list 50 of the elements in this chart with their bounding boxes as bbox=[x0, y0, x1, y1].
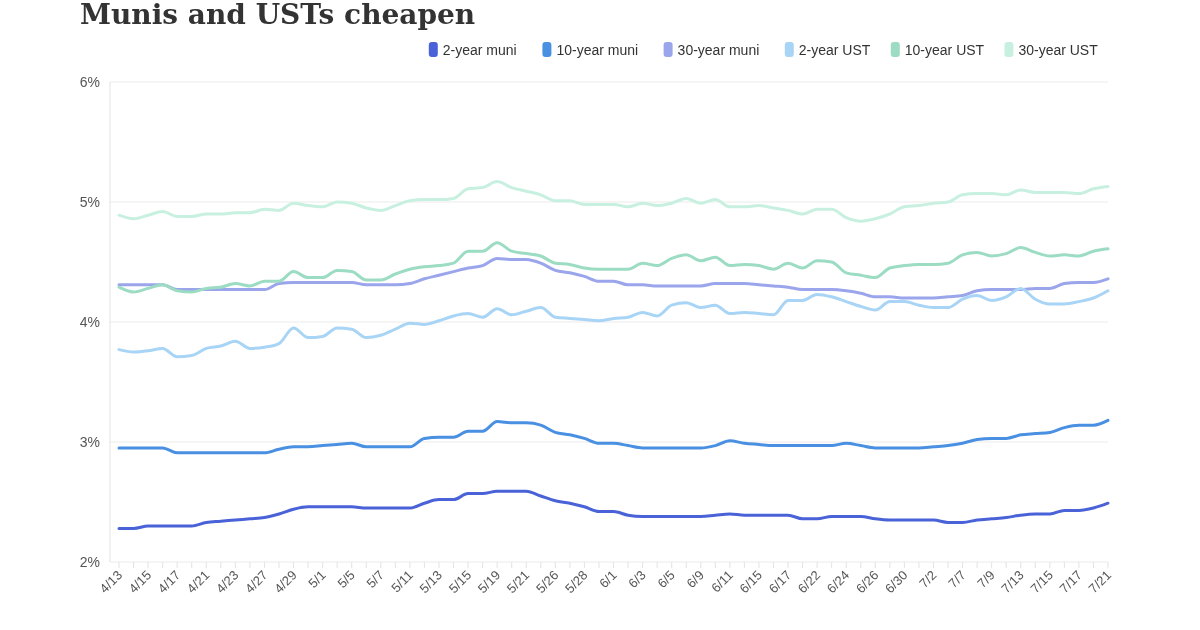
x-tick-label: 5/13 bbox=[416, 567, 446, 597]
line-series bbox=[117, 256, 1110, 300]
legend-label: 2-year muni bbox=[442, 42, 517, 58]
x-tick-label: 7/21 bbox=[1085, 567, 1115, 597]
x-tick-label: 5/26 bbox=[532, 567, 562, 597]
line-series bbox=[117, 489, 1110, 530]
line-series bbox=[117, 180, 1110, 223]
y-tick-label: 2% bbox=[79, 553, 100, 570]
x-tick-label: 5/11 bbox=[388, 567, 416, 596]
x-tick-label: 4/13 bbox=[96, 567, 126, 597]
legend-label: 30-year UST bbox=[1018, 42, 1099, 58]
x-tick-label: 4/27 bbox=[242, 567, 271, 597]
x-tick-label: 7/13 bbox=[998, 567, 1027, 597]
x-tick-label: 6/5 bbox=[654, 567, 678, 591]
legend-label: 30-year muni bbox=[677, 42, 760, 58]
x-tick-label: 7/15 bbox=[1027, 567, 1056, 597]
y-tick-label: 5% bbox=[79, 193, 100, 210]
x-tick-label: 5/21 bbox=[503, 567, 533, 597]
x-tick-label: 6/3 bbox=[625, 567, 649, 591]
legend-label: 10-year muni bbox=[556, 42, 639, 58]
x-tick-label: 5/28 bbox=[562, 567, 591, 597]
x-tick-label: 6/22 bbox=[794, 567, 824, 597]
x-tick-label: 4/21 bbox=[183, 567, 213, 597]
line-series bbox=[117, 418, 1110, 455]
x-tick-label: 4/29 bbox=[271, 567, 300, 597]
x-tick-label: 5/7 bbox=[363, 567, 387, 591]
x-tick-label: 7/9 bbox=[974, 567, 998, 591]
y-tick-label: 3% bbox=[79, 433, 100, 450]
x-tick-label: 4/17 bbox=[154, 567, 184, 597]
x-tick-label: 6/24 bbox=[823, 567, 853, 597]
legend-label: 10-year UST bbox=[904, 42, 985, 58]
x-tick-label: 5/5 bbox=[334, 567, 358, 591]
x-tick-label: 5/1 bbox=[305, 567, 329, 591]
x-tick-label: 6/1 bbox=[596, 567, 620, 591]
x-tick-label: 6/9 bbox=[683, 567, 707, 591]
x-tick-label: 7/7 bbox=[945, 567, 969, 591]
x-tick-label: 6/30 bbox=[882, 567, 911, 597]
y-tick-label: 4% bbox=[79, 313, 100, 330]
line-series bbox=[117, 241, 1110, 294]
x-tick-label: 4/15 bbox=[125, 567, 155, 597]
y-tick-label: 6% bbox=[79, 73, 100, 90]
x-tick-label: 4/23 bbox=[212, 567, 242, 597]
x-tick-label: 7/2 bbox=[916, 567, 940, 591]
x-tick-label: 7/17 bbox=[1056, 567, 1086, 597]
x-tick-label: 5/19 bbox=[474, 567, 504, 597]
line-series bbox=[117, 286, 1110, 359]
chart-title: Munis and USTs cheapen bbox=[80, 0, 476, 31]
legend-label: 2-year UST bbox=[798, 42, 871, 58]
x-tick-label: 6/26 bbox=[852, 567, 882, 597]
x-tick-label: 6/11 bbox=[708, 567, 736, 596]
